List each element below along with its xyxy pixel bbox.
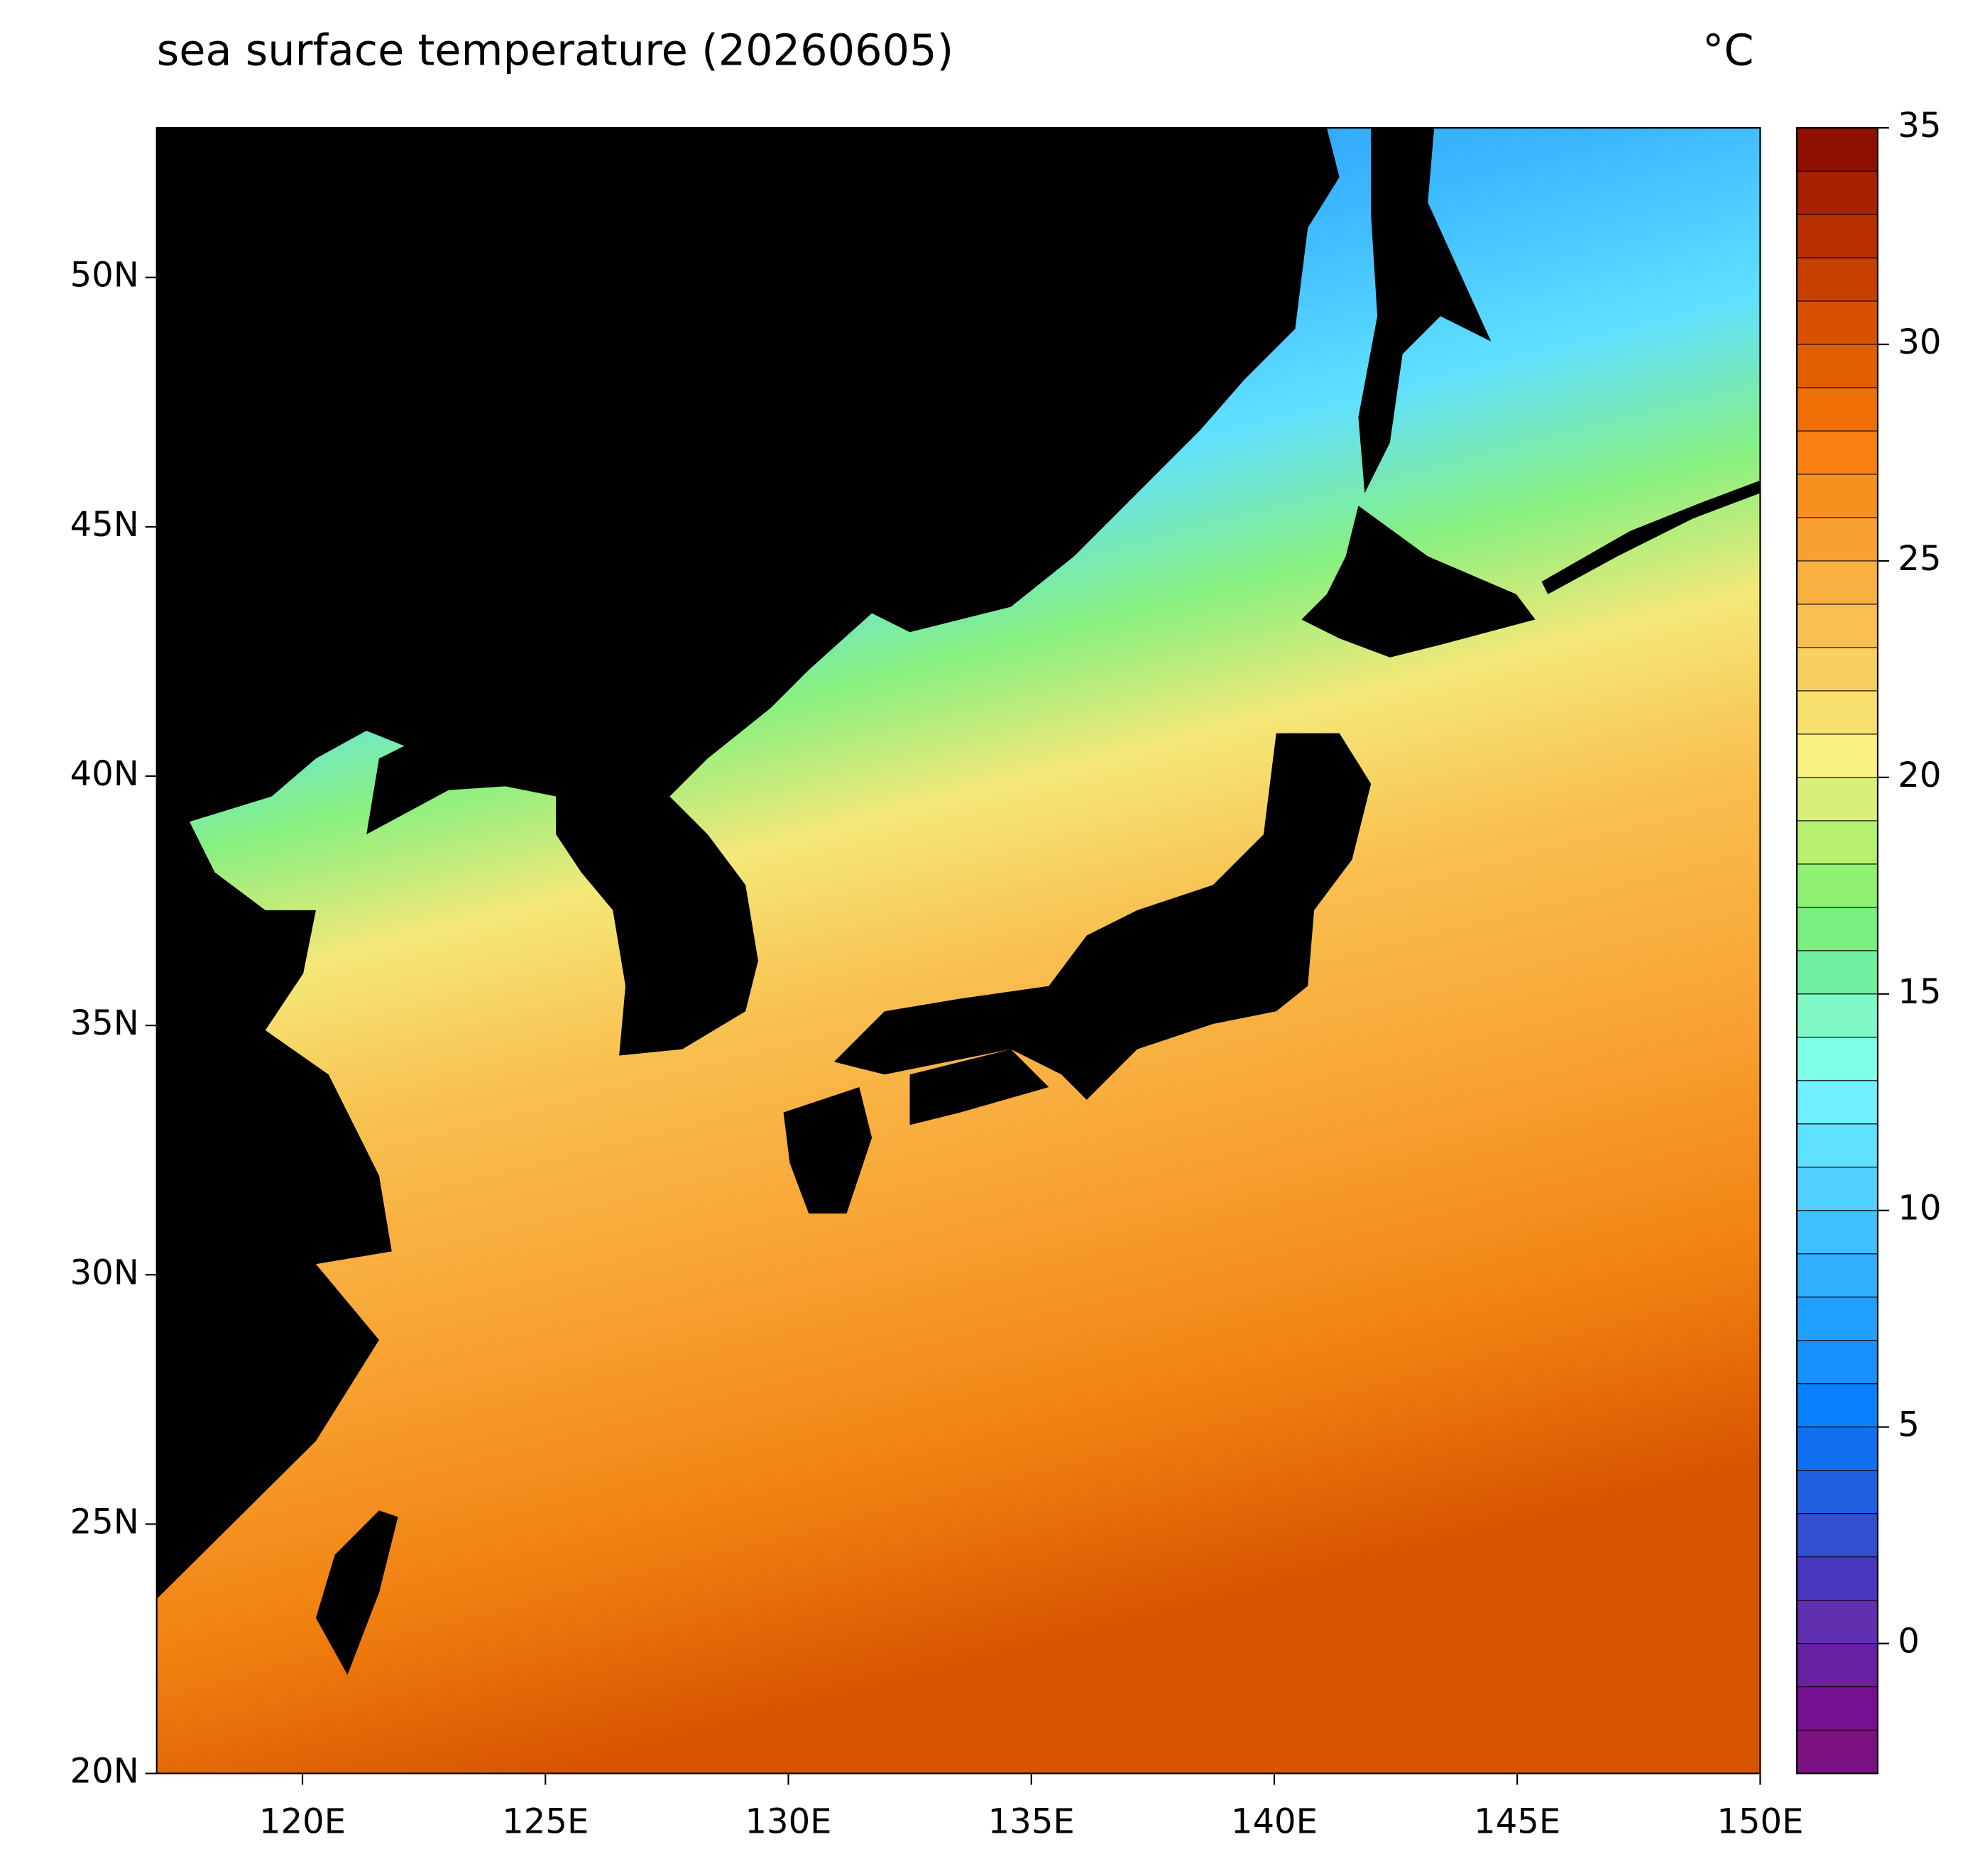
colorbar-segment [1796,820,1878,865]
taiwan [315,1510,398,1675]
colorbar-segment [1796,863,1878,908]
colorbar-segment [1796,1037,1878,1081]
colorbar-segment [1796,257,1878,302]
colorbar-segment [1796,647,1878,692]
colorbar-segment [1796,1253,1878,1298]
colorbar-segment [1796,950,1878,995]
x-tick-label: 125E [502,1802,589,1842]
colorbar-segment [1796,560,1878,605]
colorbar-segment [1796,170,1878,215]
y-tick-label: 50N [70,256,139,295]
kyushu [783,1087,872,1214]
colorbar-segment [1796,1297,1878,1341]
colorbar-tick-label: 5 [1898,1405,1920,1445]
colorbar-tick-label: 0 [1898,1622,1920,1662]
colorbar-segment [1796,127,1878,172]
colorbar-segment [1796,387,1878,432]
colorbar-segment [1796,907,1878,951]
colorbar-segment [1796,1643,1878,1688]
colorbar-segment [1796,1470,1878,1515]
colorbar-tick-label: 25 [1898,539,1941,579]
colorbar-tick-label: 10 [1898,1189,1941,1228]
y-tick-label: 45N [70,505,139,545]
colorbar-segment [1796,1686,1878,1731]
colorbar-segment [1796,690,1878,735]
land [156,128,1761,1675]
shikoku [909,1049,1049,1125]
colorbar-segment [1796,1600,1878,1645]
colorbar-segment [1796,517,1878,562]
colorbar-segment [1796,1080,1878,1125]
kuril-islands [1541,480,1761,594]
colorbar-segment [1796,474,1878,518]
y-tick-label: 35N [70,1003,139,1043]
colorbar-segment [1796,1730,1878,1774]
colorbar-segment [1796,344,1878,388]
colorbar-segment [1796,1123,1878,1168]
colorbar-segment [1796,604,1878,648]
x-tick-label: 135E [988,1802,1075,1842]
colorbar-segment [1796,214,1878,258]
y-tick-label: 25N [70,1502,139,1542]
x-tick-label: 120E [259,1802,346,1842]
x-tick-label: 130E [745,1802,831,1842]
plot-frame [155,127,1761,1774]
y-tick-label: 20N [70,1752,139,1792]
colorbar-segment [1796,1167,1878,1211]
colorbar-segment [1796,1340,1878,1385]
colorbar-segment [1796,993,1878,1038]
x-tick-label: 140E [1231,1802,1318,1842]
map [156,128,1761,1774]
colorbar-segment [1796,430,1878,475]
colorbar-tick-label: 35 [1898,106,1941,146]
y-tick-label: 40N [70,754,139,794]
x-tick-label: 145E [1474,1802,1560,1842]
unit-label: °C [1702,26,1754,76]
colorbar-segment [1796,734,1878,778]
colorbar-segment [1796,1513,1878,1558]
x-tick-label: 150E [1717,1802,1803,1842]
continent [156,128,1340,1599]
colorbar-tick-label: 30 [1898,322,1941,362]
y-tick-label: 30N [70,1253,139,1292]
colorbar-segment [1796,1210,1878,1255]
colorbar-frame [1795,127,1879,1774]
hokkaido [1301,506,1536,658]
colorbar-segment [1796,300,1878,345]
chart-title: sea surface temperature (20260605) [157,26,954,76]
colorbar-tick-label: 15 [1898,972,1941,1012]
colorbar-segment [1796,1427,1878,1471]
colorbar-segment [1796,777,1878,822]
sakhalin [1358,128,1492,493]
colorbar-segment [1796,1383,1878,1428]
colorbar-tick-label: 20 [1898,756,1941,795]
colorbar-segment [1796,1556,1878,1601]
honshu [833,733,1372,1100]
